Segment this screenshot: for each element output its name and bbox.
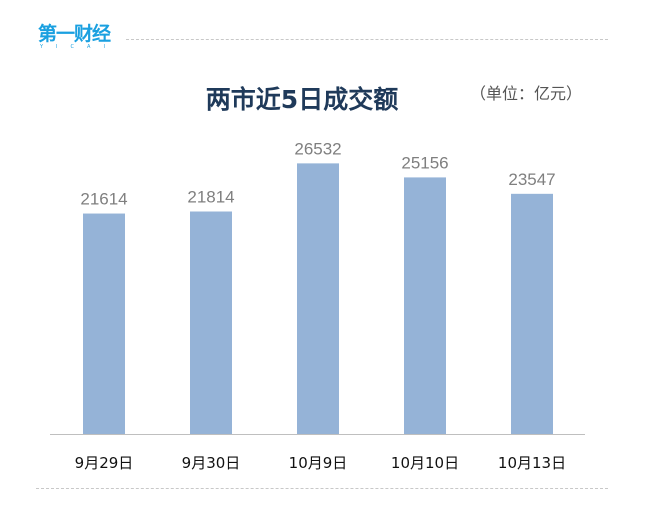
bar — [190, 211, 232, 434]
bar — [83, 213, 125, 434]
chart-title: 两市近5日成交额 — [205, 85, 399, 114]
top-divider — [126, 39, 608, 40]
bottom-divider — [36, 488, 608, 489]
bar — [511, 193, 553, 434]
yicai-logo: 第一财经 YICAI — [38, 23, 118, 50]
x-tick-label: 10月9日 — [289, 454, 348, 472]
data-label: 21814 — [187, 187, 234, 206]
x-tick-label: 10月13日 — [498, 454, 566, 472]
x-tick-label: 9月30日 — [182, 454, 241, 472]
bar — [297, 163, 339, 434]
data-label: 21614 — [80, 190, 127, 209]
unit-label: （单位：亿元） — [470, 84, 583, 103]
bar — [404, 177, 446, 434]
x-tick-label: 10月10日 — [391, 454, 459, 472]
data-label: 25156 — [401, 153, 448, 172]
data-label: 23547 — [508, 170, 555, 189]
data-label: 26532 — [294, 139, 341, 158]
x-tick-label: 9月29日 — [75, 454, 134, 472]
